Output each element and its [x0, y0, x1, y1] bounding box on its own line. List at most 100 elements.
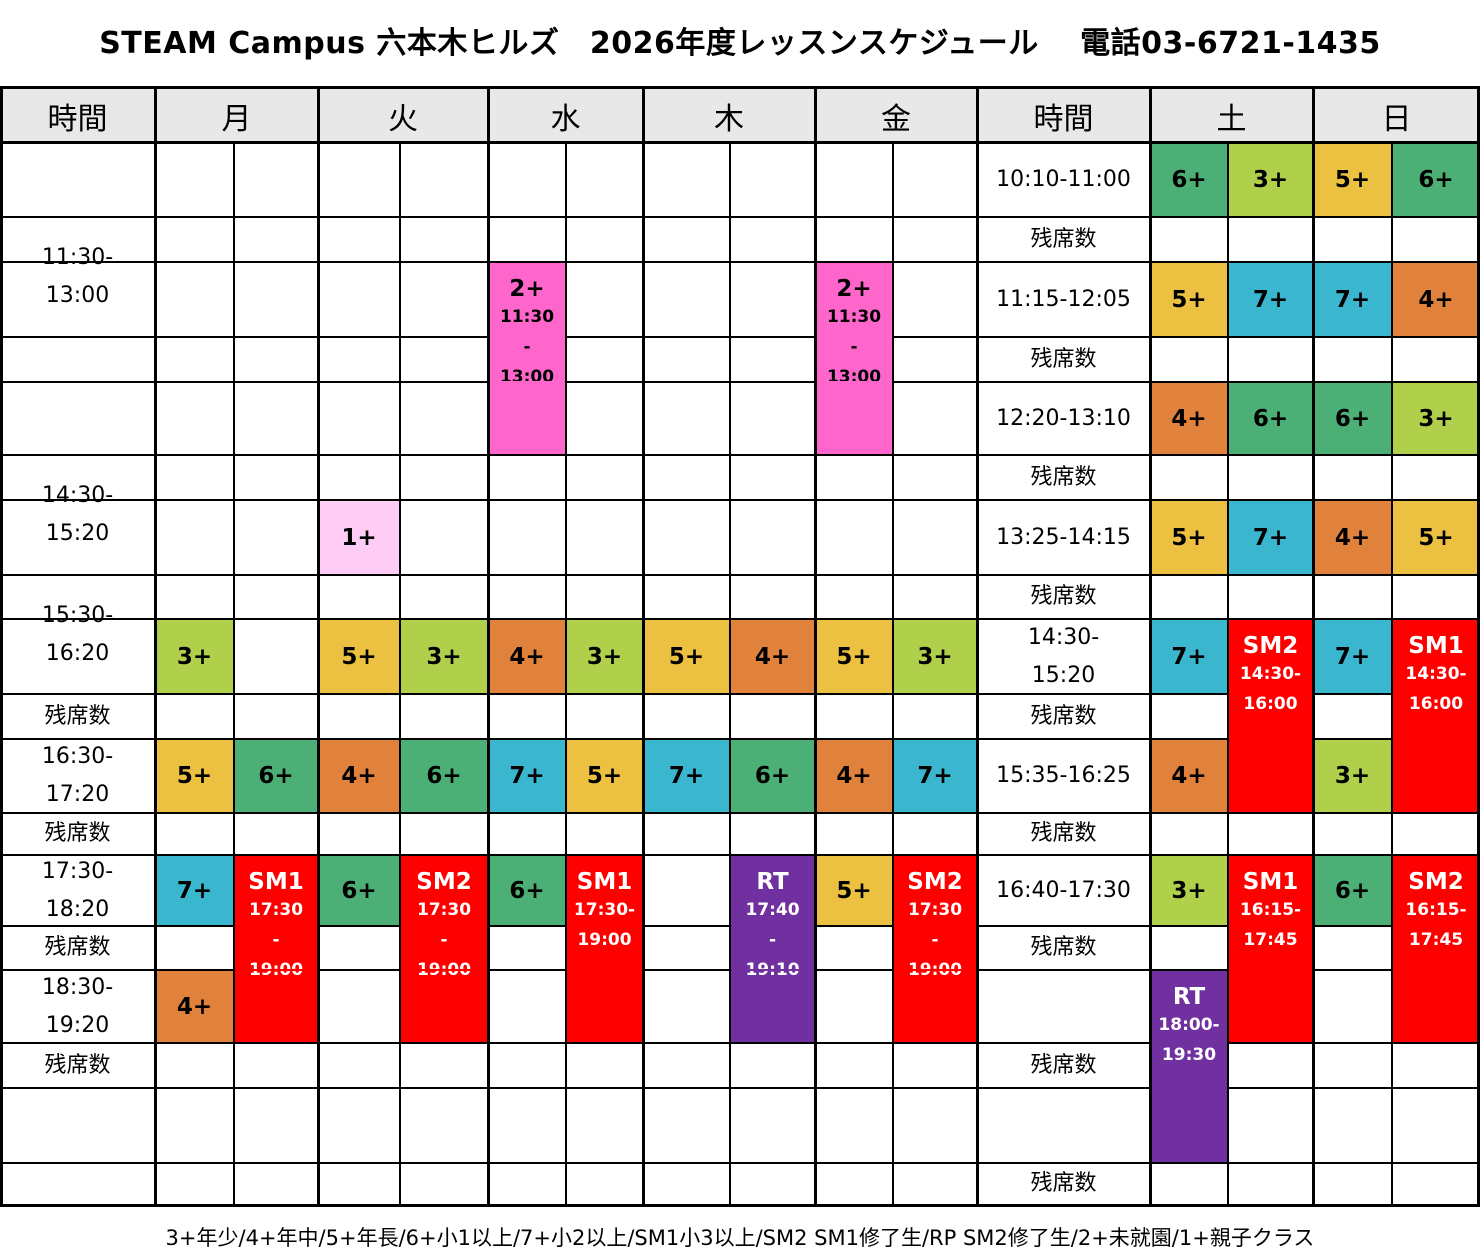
lesson-block: 4+ — [1150, 739, 1228, 813]
grid-line — [0, 140, 1480, 144]
grid-line — [641, 87, 645, 1205]
grid-line — [0, 87, 3, 1205]
lesson-label: 4+ — [1418, 286, 1454, 313]
lesson-block: SM2 17:30 - 19:00 — [400, 855, 488, 1043]
grid-line — [0, 1162, 1480, 1164]
lesson-block: 3+ — [155, 619, 234, 694]
weekend-time-label: 残席数 — [1030, 1052, 1097, 1078]
header-time: 時間 — [0, 89, 155, 142]
weekend-time-label: 13:25-14:15 — [996, 524, 1131, 550]
lesson-block: 7+ — [1228, 262, 1313, 337]
weekday-time-label: 18:30- 19:20 — [41, 974, 114, 1038]
lesson-block: 6+ — [1150, 142, 1228, 217]
lesson-label: SM1 — [1242, 869, 1299, 895]
lesson-block: 3+ — [1228, 142, 1313, 217]
lesson-label: 4+ — [176, 993, 213, 1020]
lesson-block: 6+ — [1228, 382, 1313, 455]
lesson-label: 3+ — [426, 643, 462, 670]
merged-fill — [1151, 1042, 1227, 1044]
lesson-label: 4+ — [341, 763, 377, 789]
lesson-label: 7+ — [1334, 286, 1371, 313]
merged-fill — [489, 381, 565, 383]
grid-line — [729, 142, 731, 1205]
weekend-time-label: 12:20-13:10 — [996, 405, 1131, 431]
weekend-time-label: 15:35-16:25 — [996, 763, 1131, 788]
grid-line — [0, 618, 1480, 620]
lesson-label: 4+ — [509, 643, 545, 670]
lesson-block: 6+ — [318, 855, 400, 926]
lesson-block: 4+ — [1150, 382, 1228, 455]
weekday-time-label: 17:30- 18:20 — [41, 858, 114, 922]
weekend-time-label: 10:10-11:00 — [996, 166, 1131, 192]
lesson-block: 6+ — [400, 739, 488, 813]
grid-line — [1148, 87, 1152, 1205]
header-fri: 金 — [815, 89, 977, 142]
lesson-time: 14:30- 16:00 — [1239, 664, 1302, 714]
page-title: STEAM Campus 六本木ヒルズ 2026年度レッスンスケジュール 電話0… — [99, 26, 1381, 61]
lesson-block: 1+ — [318, 500, 400, 575]
weekend-time-label: 14:30- 15:20 — [1027, 624, 1100, 688]
grid-line — [0, 336, 1480, 338]
grid-line — [399, 142, 401, 1205]
lesson-label: SM1 — [1408, 633, 1464, 659]
lesson-label: SM1 — [576, 869, 633, 895]
grid-line — [486, 87, 490, 1205]
lesson-block: 6+ — [488, 855, 566, 926]
lesson-block: 6+ — [234, 739, 318, 813]
weekday-time-label: 16:30- 17:20 — [41, 744, 114, 807]
lesson-label: 5+ — [1418, 524, 1454, 551]
weekend-time-label: 16:40-17:30 — [996, 877, 1131, 903]
weekday-time-label: 残席数 — [44, 821, 111, 846]
merged-fill — [235, 925, 317, 927]
lesson-label: 6+ — [426, 763, 462, 789]
lesson-label: 6+ — [509, 877, 545, 904]
lesson-block: 7+ — [1313, 619, 1392, 694]
lesson-label: 7+ — [1171, 643, 1207, 670]
weekend-time-label: 残席数 — [1030, 226, 1097, 252]
lesson-block: 5+ — [643, 619, 730, 694]
merged-fill — [401, 925, 487, 927]
header-mon: 月 — [155, 89, 318, 142]
lesson-block: 6+ — [1313, 855, 1392, 926]
lesson-block: 4+ — [488, 619, 566, 694]
lesson-block: 5+ — [155, 739, 234, 813]
lesson-block: 7+ — [488, 739, 566, 813]
lesson-block: SM1 14:30- 16:00 — [1392, 619, 1480, 813]
grid-line — [0, 738, 1480, 740]
lesson-time: 16:15- 17:45 — [1239, 900, 1302, 950]
lesson-time: 17:30- 19:00 — [573, 900, 636, 950]
merged-fill — [1151, 1087, 1227, 1089]
legend-footer: 3+年少/4+年中/5+年長/6+小1以上/7+小2以上/SM1小3以上/SM2… — [165, 1226, 1315, 1250]
header-thu: 木 — [643, 89, 815, 142]
grid-line — [0, 499, 1480, 501]
weekend-time-label: 残席数 — [1030, 935, 1097, 960]
lesson-label: 2+ — [836, 276, 872, 302]
merged-fill — [1229, 925, 1312, 927]
lesson-block: RT 17:40 - 19:10 — [730, 855, 815, 1043]
lesson-block: SM1 17:30- 19:00 — [566, 855, 643, 1043]
lesson-block: 5+ — [1392, 500, 1480, 575]
lesson-label: SM2 — [416, 869, 472, 895]
weekday-time-label: 残席数 — [44, 935, 111, 960]
lesson-label: 3+ — [1418, 405, 1454, 432]
lesson-label: 7+ — [509, 763, 545, 789]
lesson-label: SM1 — [248, 869, 304, 895]
merged-fill — [731, 969, 814, 971]
lesson-block: SM2 17:30 - 19:00 — [893, 855, 977, 1043]
lesson-label: 5+ — [586, 763, 623, 789]
lesson-block: 4+ — [318, 739, 400, 813]
lesson-block: 5+ — [566, 739, 643, 813]
lesson-block: SM2 16:15- 17:45 — [1392, 855, 1480, 1043]
grid-line — [0, 454, 1480, 456]
weekend-time-label: 残席数 — [1030, 1171, 1097, 1196]
grid-line — [316, 87, 320, 1205]
lesson-block: 5+ — [1150, 500, 1228, 575]
weekend-time-label: 残席数 — [1030, 464, 1097, 490]
weekday-time-label: 15:30- 16:20 — [41, 602, 114, 666]
header-wed: 水 — [488, 89, 643, 142]
lesson-time: 11:30 - 13:00 — [826, 307, 882, 387]
lesson-label: 4+ — [754, 643, 791, 670]
lesson-label: RT — [756, 869, 789, 895]
grid-line — [0, 812, 1480, 814]
merged-fill — [1393, 738, 1479, 740]
